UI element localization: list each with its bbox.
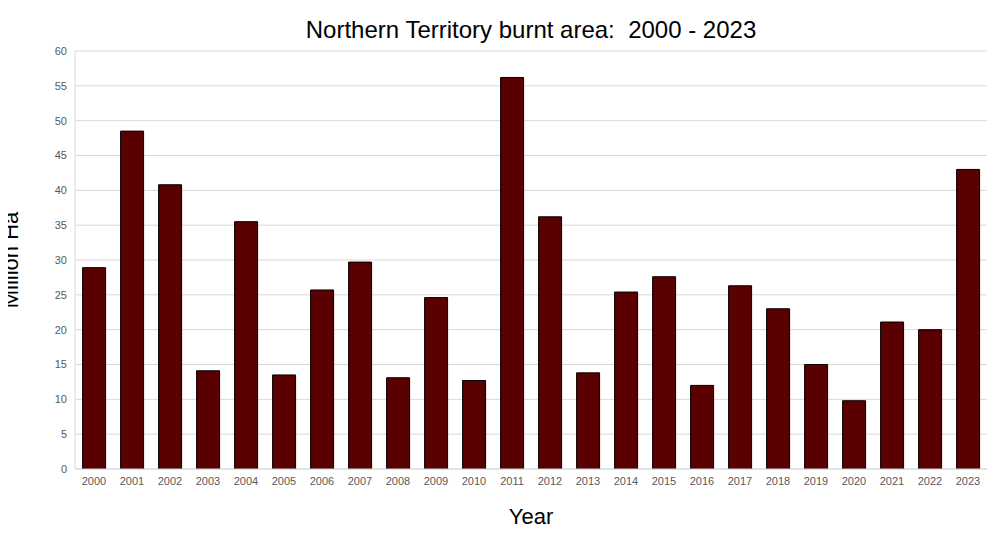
html-text:Northern Territory burnt area:: Northern Territory burnt area: 2000 - 20… <box>305 16 757 43</box>
svg-text:2022: 2022 <box>918 475 942 487</box>
svg-text:2019: 2019 <box>804 475 828 487</box>
svg-text:2016: 2016 <box>690 475 714 487</box>
svg-text:2023: 2023 <box>956 475 980 487</box>
svg-text:2001: 2001 <box>120 475 144 487</box>
svg-text:2015: 2015 <box>652 475 676 487</box>
svg-text:30: 30 <box>55 254 67 266</box>
svg-text:55: 55 <box>55 80 67 92</box>
svg-text:0: 0 <box>61 463 67 475</box>
svg-text:35: 35 <box>55 219 67 231</box>
svg-text:45: 45 <box>55 149 67 161</box>
svg-text:2012: 2012 <box>538 475 562 487</box>
svg-text:2006: 2006 <box>310 475 334 487</box>
svg-text:2005: 2005 <box>272 475 296 487</box>
svg-text:40: 40 <box>55 184 67 196</box>
svg-text:2013: 2013 <box>576 475 600 487</box>
svg-text:2004: 2004 <box>234 475 258 487</box>
svg-text:15: 15 <box>55 358 67 370</box>
svg-text:2008: 2008 <box>386 475 410 487</box>
svg-text:Million Ha: Million Ha <box>8 211 23 308</box>
svg-text:2000: 2000 <box>82 475 106 487</box>
svg-text:60: 60 <box>55 45 67 57</box>
svg-text:10: 10 <box>55 393 67 405</box>
svg-text:Year: Year <box>509 504 553 526</box>
svg-text:2009: 2009 <box>424 475 448 487</box>
svg-text:2014: 2014 <box>614 475 638 487</box>
svg-text:2021: 2021 <box>880 475 904 487</box>
svg-text:2007: 2007 <box>348 475 372 487</box>
svg-text:2003: 2003 <box>196 475 220 487</box>
svg-text:2011: 2011 <box>500 475 524 487</box>
svg-text:2010: 2010 <box>462 475 486 487</box>
svg-text:50: 50 <box>55 115 67 127</box>
svg-text:2018: 2018 <box>766 475 790 487</box>
svg-text:25: 25 <box>55 289 67 301</box>
svg-text:20: 20 <box>55 324 67 336</box>
svg-text:2020: 2020 <box>842 475 866 487</box>
svg-text:2002: 2002 <box>158 475 182 487</box>
svg-text:2017: 2017 <box>728 475 752 487</box>
svg-text:5: 5 <box>61 428 67 440</box>
